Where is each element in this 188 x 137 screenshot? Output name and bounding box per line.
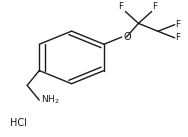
Text: F: F bbox=[176, 33, 181, 42]
Text: O: O bbox=[124, 32, 131, 42]
Text: F: F bbox=[176, 20, 181, 29]
Text: F: F bbox=[118, 2, 124, 11]
Text: HCl: HCl bbox=[10, 118, 27, 128]
Text: F: F bbox=[152, 2, 158, 11]
Text: NH$_2$: NH$_2$ bbox=[41, 94, 60, 106]
